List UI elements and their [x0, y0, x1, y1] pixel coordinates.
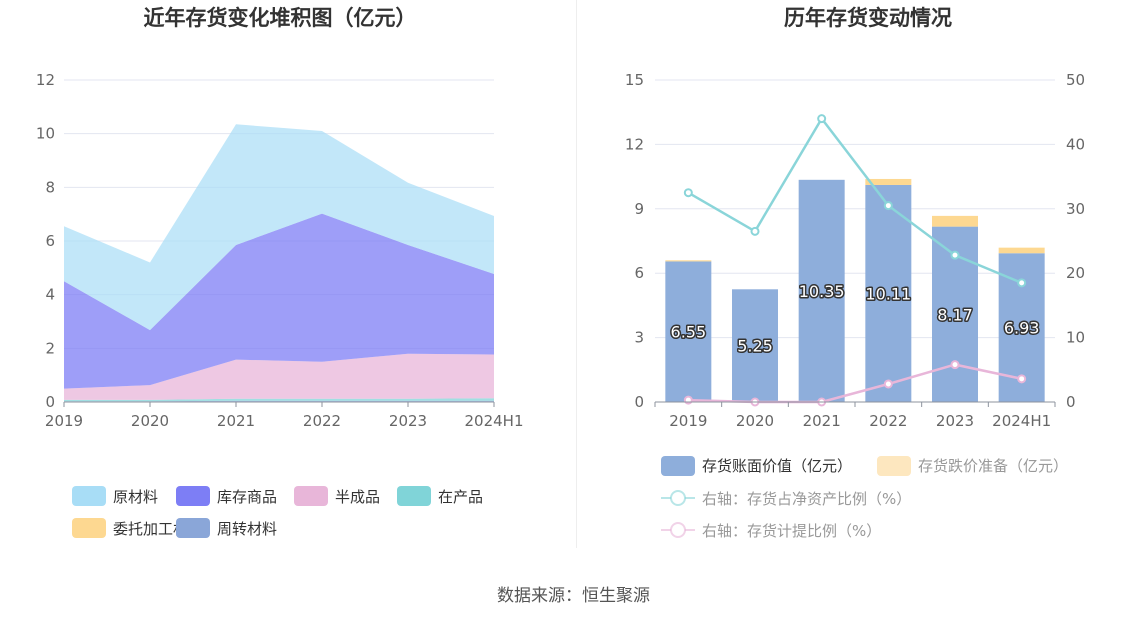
bar-value-label: 6.93 — [1004, 319, 1040, 338]
area-x-tick-label: 2022 — [303, 412, 341, 430]
book-value-bar — [865, 184, 912, 402]
line-point — [817, 114, 827, 124]
bar-value-label: 8.17 — [937, 305, 973, 324]
bar-legend-swatch — [877, 456, 911, 476]
line-point — [750, 226, 760, 236]
book-value-bar — [665, 261, 712, 402]
panel-divider — [576, 0, 577, 548]
area-legend-label: 周转材料 — [217, 520, 277, 538]
impairment-bar — [665, 260, 712, 262]
area-y-tick-label: 4 — [45, 286, 55, 304]
area-legend-label: 原材料 — [113, 488, 158, 506]
bar-x-tick-label: 2019 — [669, 412, 707, 430]
area-legend-label: 在产品 — [438, 488, 483, 506]
bar-left-tick-label: 9 — [634, 200, 644, 218]
area-legend-swatch — [176, 518, 210, 538]
area-y-tick-label: 2 — [45, 339, 55, 357]
line-point — [683, 395, 693, 405]
bar-legend-label: 存货跌价准备（亿元） — [918, 457, 1068, 475]
bar-x-tick-label: 2022 — [869, 412, 907, 430]
bar-left-tick-label: 0 — [634, 393, 644, 411]
area-legend-label: 半成品 — [335, 488, 380, 506]
area-y-tick-label: 12 — [36, 71, 55, 89]
bar-value-label: 5.25 — [737, 337, 773, 356]
area-x-tick-label: 2024H1 — [465, 412, 524, 430]
bar-right-tick-label: 40 — [1066, 135, 1085, 153]
book-value-bar — [798, 179, 845, 402]
bar-legend-label: 存货账面价值（亿元） — [702, 457, 852, 475]
bar-chart-title: 历年存货变动情况 — [784, 6, 952, 30]
area-y-tick-label: 6 — [45, 232, 55, 250]
area-legend-label: 库存商品 — [217, 488, 277, 506]
area-legend-swatch — [397, 486, 431, 506]
line-legend-marker — [670, 490, 686, 506]
area-x-tick-label: 2019 — [45, 412, 83, 430]
area-y-tick-label: 10 — [36, 125, 55, 143]
bar-x-tick-label: 2024H1 — [992, 412, 1051, 430]
bar-left-tick-label: 6 — [634, 264, 644, 282]
area-x-tick-label: 2023 — [389, 412, 427, 430]
bar-left-tick-label: 12 — [625, 135, 644, 153]
bar-right-tick-label: 0 — [1066, 393, 1076, 411]
line-legend-label: 右轴：存货计提比例（%） — [702, 522, 881, 540]
area-legend-swatch — [72, 486, 106, 506]
impairment-bar — [998, 247, 1045, 254]
bar-right-tick-label: 20 — [1066, 264, 1085, 282]
area-series-5 — [64, 124, 494, 331]
data-source-label: 数据来源：恒生聚源 — [497, 586, 650, 606]
area-chart-title: 近年存货变化堆积图（亿元） — [144, 6, 417, 30]
bar-x-tick-label: 2021 — [803, 412, 841, 430]
line-point — [950, 360, 960, 370]
area-legend-swatch — [72, 518, 106, 538]
book-value-bar — [732, 289, 778, 402]
line-point — [883, 379, 893, 389]
area-y-tick-label: 0 — [45, 393, 55, 411]
line-point — [1017, 278, 1027, 288]
area-series-3 — [64, 353, 494, 400]
impairment-bar — [865, 178, 912, 185]
line-point — [950, 250, 960, 260]
area-legend-swatch — [176, 486, 210, 506]
bar-right-tick-label: 50 — [1066, 71, 1085, 89]
area-y-tick-label: 8 — [45, 178, 55, 196]
bar-value-label: 10.11 — [865, 284, 911, 303]
bar-value-label: 10.35 — [799, 282, 845, 301]
line-legend-marker — [670, 522, 686, 538]
line-legend-label: 右轴：存货占净资产比例（%） — [702, 490, 911, 508]
line-point — [1017, 374, 1027, 384]
bar-left-tick-label: 3 — [634, 329, 644, 347]
line-point — [883, 201, 893, 211]
impairment-bar — [932, 215, 978, 227]
line-point — [683, 188, 693, 198]
bar-legend-swatch — [661, 456, 695, 476]
bar-x-tick-label: 2023 — [936, 412, 974, 430]
charts-canvas: 近年存货变化堆积图（亿元） 0 2 4 6 8 10 12 2019 2020 2021 2022 20… — [36, 6, 1085, 540]
bar-left-tick-label: 15 — [625, 71, 644, 89]
area-legend-swatch — [294, 486, 328, 506]
bar-right-tick-label: 30 — [1066, 200, 1085, 218]
bar-right-tick-label: 10 — [1066, 329, 1085, 347]
area-series-2 — [64, 398, 494, 402]
bar-x-tick-label: 2020 — [736, 412, 774, 430]
area-x-tick-label: 2021 — [217, 412, 255, 430]
area-series-4 — [64, 213, 494, 389]
bar-value-label: 6.55 — [671, 323, 707, 342]
line-series-0 — [687, 116, 1023, 285]
area-x-tick-label: 2020 — [131, 412, 169, 430]
